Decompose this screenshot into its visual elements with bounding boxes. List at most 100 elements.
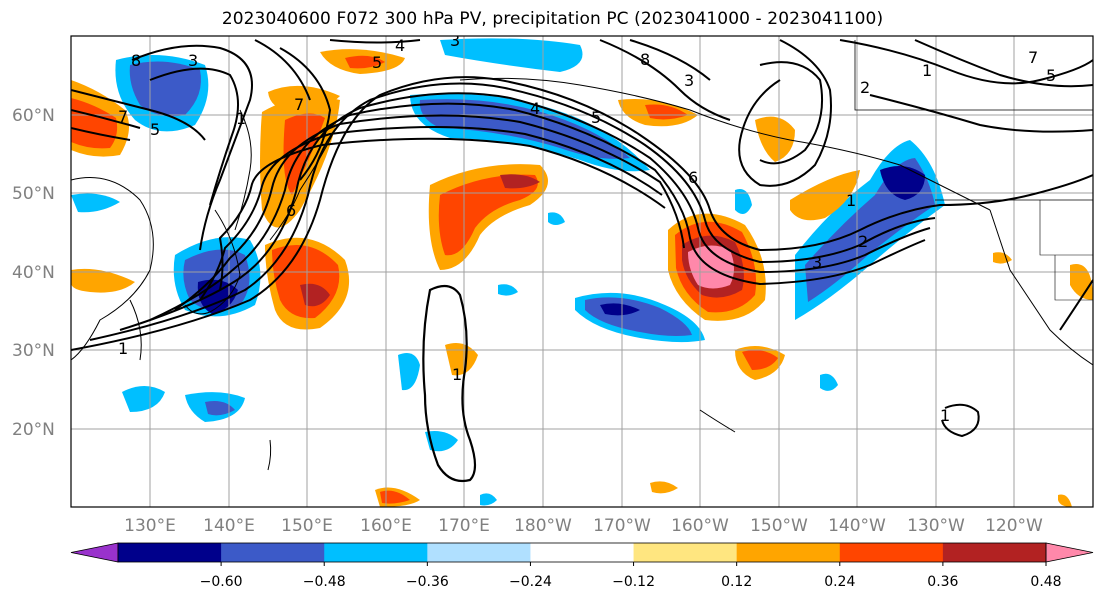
colorbar-tick-label: −0.12 xyxy=(612,574,655,590)
japan-coastline xyxy=(184,209,241,315)
colorbar-tick-label: 0.36 xyxy=(927,574,958,590)
precip-negative-region xyxy=(820,373,838,391)
contour-label: 2 xyxy=(860,78,870,97)
precip-negative-region xyxy=(498,284,518,296)
island-chain xyxy=(129,299,142,361)
precip-positive-core xyxy=(645,104,688,120)
island-chain xyxy=(267,439,272,471)
precip-positive-core xyxy=(283,113,325,195)
contour-label: 3 xyxy=(188,51,198,70)
contour-label: 5 xyxy=(150,120,160,139)
lon-label: 170°E xyxy=(438,516,490,536)
colorbar-tick-label: −0.36 xyxy=(406,574,449,590)
precip-positive-region xyxy=(268,85,340,112)
colorbar-tick-label: 0.48 xyxy=(1030,574,1061,590)
alaska-aleutian-coastline xyxy=(459,77,991,211)
colorbar-swatch xyxy=(736,543,841,562)
contour-label: 7 xyxy=(118,107,128,126)
contour-label: 1 xyxy=(922,61,932,80)
precip-negative-core xyxy=(129,61,201,117)
precip-negative-region xyxy=(71,193,120,213)
precip-positive-core xyxy=(742,350,778,370)
contour-label: 3 xyxy=(684,71,694,90)
colorbar-tick-label: 0.12 xyxy=(721,574,752,590)
contour-label: 1 xyxy=(452,365,462,384)
lon-label: 160°E xyxy=(360,516,412,536)
contour-label: 1 xyxy=(846,191,856,210)
contour-label: 5 xyxy=(1046,66,1056,85)
colorbar-frame xyxy=(117,542,1047,563)
precip-negative-region xyxy=(735,189,752,214)
contour-label: 8 xyxy=(640,50,650,69)
precip-negative-max xyxy=(600,303,640,316)
pv-contours xyxy=(71,39,1093,483)
contour-label: 1 xyxy=(940,406,950,425)
colorbar-swatch xyxy=(221,543,325,562)
precip-positive-max xyxy=(500,174,540,189)
contour-label: 1 xyxy=(236,109,246,128)
lat-label: 30°N xyxy=(12,341,55,361)
state-border xyxy=(1039,200,1093,256)
colorbar-swatch xyxy=(427,543,531,562)
lon-label: 150°E xyxy=(281,516,333,536)
contour-label: 7 xyxy=(1028,48,1038,67)
colorbar-swatch xyxy=(839,543,944,562)
lon-label: 180°W xyxy=(514,516,572,536)
colorbar-swatch xyxy=(530,543,635,562)
asia-coastline xyxy=(71,177,154,361)
contour-label: 5 xyxy=(591,108,601,127)
colorbar-swatch xyxy=(633,543,738,562)
precip-positive-region xyxy=(1070,264,1093,300)
contour-label: 8 xyxy=(131,51,141,70)
longitude-labels: 130°E 140°E 150°E 160°E 170°E 180°W 170°… xyxy=(124,516,1043,536)
hawaii-islands xyxy=(699,409,736,433)
map-title: 2023040600 F072 300 hPa PV, precipitatio… xyxy=(221,9,884,29)
precip-negative-region xyxy=(480,493,497,506)
precip-negative-region xyxy=(425,431,458,452)
colorbar-tick-label: 0.24 xyxy=(824,574,855,590)
contour-label: 6 xyxy=(688,168,698,187)
colorbar-swatch xyxy=(942,543,1047,562)
lat-label: 60°N xyxy=(12,106,55,126)
canada-border xyxy=(854,40,1093,111)
lon-label: 120°W xyxy=(985,516,1043,536)
contour-label: 6 xyxy=(286,201,296,220)
colorbar-extension-high xyxy=(1045,542,1094,563)
precip-negative-region xyxy=(398,352,420,391)
lon-label: 130°W xyxy=(907,516,965,536)
lon-label: 140°E xyxy=(203,516,255,536)
lat-label: 50°N xyxy=(12,184,55,204)
colorbar-swatch xyxy=(118,543,222,562)
precip-positive-region xyxy=(650,481,678,494)
precip-negative-region xyxy=(548,212,565,225)
lon-label: 170°W xyxy=(593,516,651,536)
map-gridlines xyxy=(71,36,1093,507)
north-america-coastline xyxy=(989,209,1093,366)
colorbar-extension-low xyxy=(70,542,119,563)
lon-label: 150°W xyxy=(750,516,808,536)
contour-label: 7 xyxy=(294,95,304,114)
colorbar-tick-label: −0.60 xyxy=(200,574,243,590)
colorbar-tick-label: −0.48 xyxy=(303,574,346,590)
precip-positive-core xyxy=(380,490,410,504)
precip-negative-core xyxy=(205,401,235,416)
contour-label: 4 xyxy=(395,36,405,55)
latitude-labels: 60°N 50°N 40°N 30°N 20°N xyxy=(12,106,55,440)
lon-label: 140°W xyxy=(828,516,886,536)
precip-positive-region xyxy=(445,342,478,376)
precip-positive-region xyxy=(71,268,135,293)
precip-positive-region xyxy=(790,170,860,221)
colorbar: −0.60 −0.48 −0.36 −0.24 −0.12 0.12 0.24 0.36 0.4… xyxy=(70,542,1094,590)
contour-label: 4 xyxy=(530,99,540,118)
precip-negative-region xyxy=(440,38,583,72)
map-frame xyxy=(70,35,1094,508)
contour-labels: 8 3 7 5 1 7 6 1 4 3 5 4 5 6 8 3 2 1 5 7 … xyxy=(118,31,1056,425)
contour-label: 3 xyxy=(812,253,822,272)
lat-label: 40°N xyxy=(12,263,55,283)
precip-positive-region xyxy=(755,116,795,162)
precip-positive-core xyxy=(345,55,385,69)
colorbar-swatch xyxy=(324,543,428,562)
contour-label: 2 xyxy=(858,232,868,251)
contour-label: 3 xyxy=(450,31,460,50)
